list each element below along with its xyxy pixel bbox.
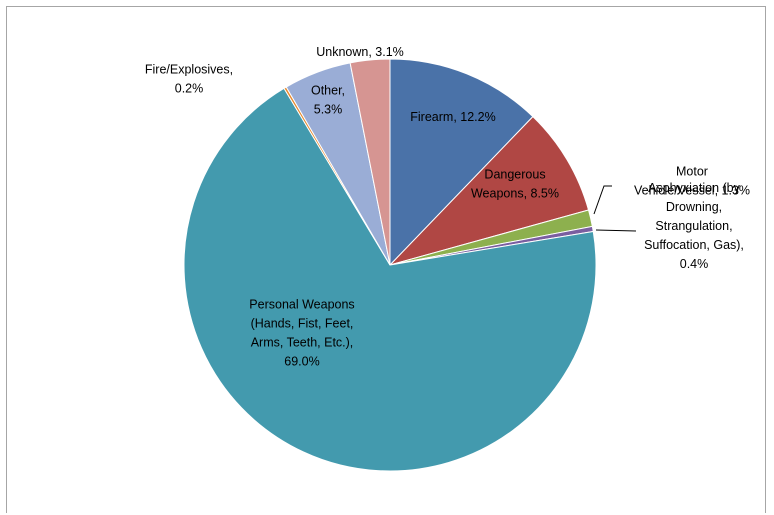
pie-slice-0 <box>389 58 534 267</box>
slice-label-3: Asphyxiation (by Drowning, Strangulation, S… <box>644 181 744 271</box>
leader-line-3 <box>595 229 637 232</box>
slice-label-1: Dangerous Weapons, 8.5% <box>471 168 559 201</box>
slice-label-6: Other, 5.3% <box>311 84 345 117</box>
slice-label-2: Motor Vehicle/Vessel, 1.3% <box>634 165 750 198</box>
pie-slice-1 <box>388 115 590 266</box>
leader-line-2 <box>593 185 612 215</box>
slice-label-0: Firearm, 12.2% <box>410 110 495 124</box>
slice-label-4: Personal Weapons (Hands, Fist, Feet, Arms,… <box>249 298 354 369</box>
slice-label-7: Unknown, 3.1% <box>316 45 404 59</box>
pie-slice-4 <box>183 87 597 472</box>
pie-slice-7 <box>349 58 391 266</box>
slice-label-5: Fire/Explosives, 0.2% <box>145 63 233 96</box>
